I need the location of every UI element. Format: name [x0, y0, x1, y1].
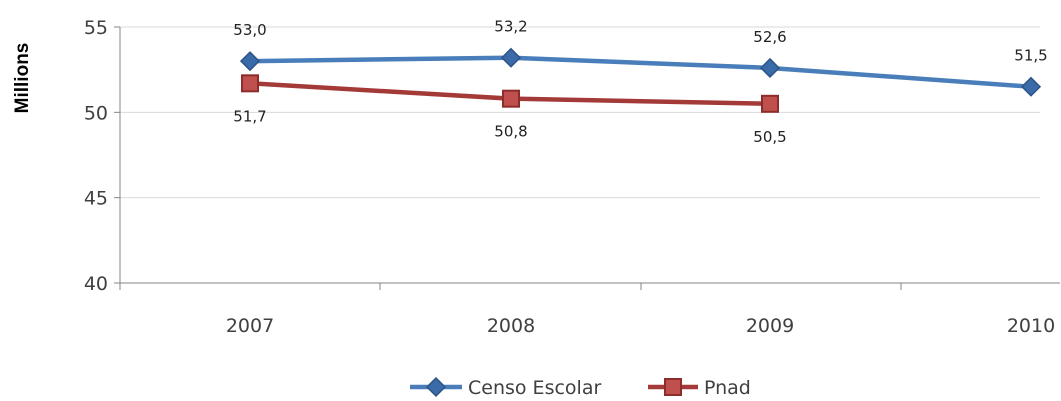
data-label: 51,5 [1014, 47, 1047, 65]
point-marker [502, 89, 520, 108]
y-tick-label: 55 [84, 17, 108, 39]
legend: Censo Escolar Pnad [410, 376, 751, 399]
legend-marker [425, 376, 447, 398]
data-label: 50,5 [753, 128, 786, 146]
point-marker [500, 47, 522, 68]
x-tick-label: 2009 [746, 315, 794, 337]
series-line-0 [249, 55, 1032, 89]
point-marker [239, 51, 261, 72]
point-marker [1020, 76, 1042, 97]
x-tick-label: 2007 [226, 315, 274, 337]
point-marker [759, 57, 781, 79]
data-label: 51,7 [233, 107, 266, 125]
point-marker [241, 74, 259, 93]
gridlines [120, 26, 1040, 199]
legend-label: Censo Escolar [468, 377, 601, 399]
y-axis-title: Millions [12, 43, 33, 114]
y-tick-label: 45 [84, 188, 108, 210]
x-tick-label: 2010 [1007, 315, 1055, 337]
y-tick-label: 50 [84, 102, 108, 124]
y-tick-label: 40 [84, 273, 108, 295]
series [239, 47, 1042, 113]
data-label: 52,6 [753, 28, 786, 46]
data-labels: 53,0 53,2 52,6 51,5 51,7 50,8 50,5 [233, 18, 1047, 146]
x-tick-label: 2008 [487, 315, 535, 337]
legend-label: Pnad [704, 377, 751, 399]
data-label: 50,8 [494, 123, 527, 141]
axes: 40 45 50 55 2007 2008 2009 2010 [84, 17, 1060, 337]
data-label: 53,0 [233, 21, 266, 39]
point-marker [761, 94, 779, 113]
legend-marker [664, 378, 682, 396]
data-label: 53,2 [494, 18, 527, 36]
